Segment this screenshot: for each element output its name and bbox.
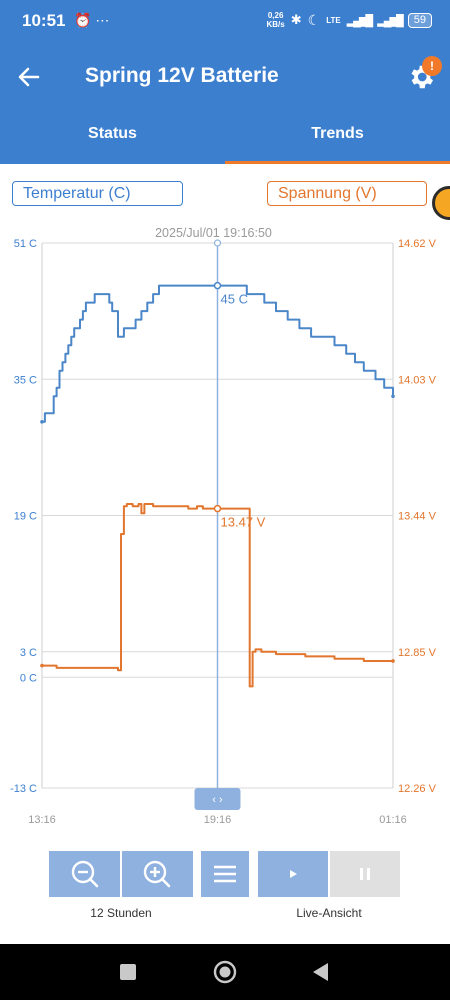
series-end-point xyxy=(391,394,395,399)
cursor-temperature-point xyxy=(213,281,222,290)
floating-bubble-button[interactable] xyxy=(432,186,450,220)
y-right-tick-label: 12.85 V xyxy=(398,647,437,659)
hamburger-menu-icon xyxy=(214,865,236,883)
tab-trends[interactable]: Trends xyxy=(311,125,364,142)
tab-status[interactable]: Status xyxy=(88,125,137,142)
menu-button[interactable] xyxy=(201,851,249,897)
pause-button[interactable] xyxy=(330,851,400,897)
cursor-drag-handle[interactable] xyxy=(194,788,241,810)
page-title: Spring 12V Batterie xyxy=(85,64,279,87)
voltage-series-select[interactable]: Spannung (V) xyxy=(267,181,427,206)
range-label: 12 Stunden xyxy=(90,906,152,920)
bluetooth-icon: ✱ xyxy=(290,12,302,27)
battery-indicator: 59 xyxy=(407,12,432,28)
y-left-tick-label: 19 C xyxy=(14,511,37,523)
cursor-timestamp: 2025/Jul/01 19:16:50 xyxy=(155,226,272,240)
y-left-tick-label: 0 C xyxy=(20,672,37,684)
notification-badge: ! xyxy=(422,56,442,76)
play-icon xyxy=(290,870,297,878)
recents-square-icon xyxy=(120,964,136,980)
status-bar: 10:51 ⏰ ⋯ 0,26 KB/s ✱ ☾ LTE ▂▄▆█ ▂▄▆█ 59 xyxy=(0,0,450,42)
dnd-moon-icon: ☾ xyxy=(307,11,321,28)
app-bar: Spring 12V Batterie ! xyxy=(0,42,450,112)
series-start-point xyxy=(40,420,44,424)
net-speed: 0,26 KB/s xyxy=(266,11,285,29)
x-tick-label: 01:16 xyxy=(379,814,407,826)
alarm-icon: ⏰ ⋯ xyxy=(74,12,110,28)
y-left-tick-label: 35 C xyxy=(14,374,37,386)
zoom-in-icon xyxy=(143,860,171,888)
temperature-series-line xyxy=(42,284,394,423)
drag-arrows-icon: ‹ › xyxy=(212,794,223,806)
voltage-series-line xyxy=(42,503,393,688)
nav-icons xyxy=(120,960,328,984)
cursor-top-handle xyxy=(213,239,222,247)
y-right-tick-label: 14.62 V xyxy=(398,238,437,250)
live-view-label: Live-Ansicht xyxy=(296,906,362,920)
select-value: Spannung (V) xyxy=(278,185,377,202)
signal-icon: ▂▄▆█ xyxy=(346,14,373,27)
pause-icon xyxy=(360,868,370,880)
trend-chart[interactable]: 51 C 35 C 19 C 3 C 0 C -13 C 14.62 V 14.03 V 13… xyxy=(0,222,450,832)
zoom-in-button[interactable] xyxy=(122,851,193,897)
x-tick-label: 19:16 xyxy=(204,814,232,826)
y-right-tick-label: 12.26 V xyxy=(398,783,437,795)
lte-label: LTE xyxy=(326,15,341,25)
cursor-voltage-label: 13.47 V xyxy=(221,515,266,530)
signal-icon-2: ▂▄▆█ xyxy=(377,14,403,27)
system-nav-bar xyxy=(0,944,450,1000)
select-value: Temperatur (C) xyxy=(23,185,131,202)
cursor-temperature-label: 45 C xyxy=(221,292,248,307)
cursor-voltage-point xyxy=(213,504,222,513)
y-left-tick-label: -13 C xyxy=(10,783,37,795)
back-button[interactable] xyxy=(14,62,44,92)
zoom-out-icon xyxy=(71,860,99,888)
tab-bar: Status Trends xyxy=(0,112,450,164)
arrow-left-icon xyxy=(18,67,40,87)
status-time: 10:51 xyxy=(22,11,66,30)
temperature-series-select[interactable]: Temperatur (C) xyxy=(12,181,183,206)
series-end-point xyxy=(391,659,395,663)
y-right-tick-label: 14.03 V xyxy=(398,374,437,386)
x-tick-label: 13:16 xyxy=(28,814,56,826)
zoom-out-button[interactable] xyxy=(49,851,120,897)
tab-indicator xyxy=(225,161,450,164)
home-circle-icon xyxy=(213,960,237,984)
y-left-tick-label: 3 C xyxy=(20,647,37,659)
y-right-tick-label: 13.44 V xyxy=(398,511,437,523)
y-left-tick-label: 51 C xyxy=(14,238,37,250)
play-button[interactable] xyxy=(258,851,328,897)
trend-chart-svg: 51 C 35 C 19 C 3 C 0 C -13 C 14.62 V 14.03 V 13… xyxy=(10,226,437,826)
status-icons: 0,26 KB/s ✱ ☾ LTE ▂▄▆█ ▂▄▆█ 59 xyxy=(266,11,432,29)
series-start-point xyxy=(40,663,44,668)
back-triangle-icon xyxy=(313,963,328,981)
